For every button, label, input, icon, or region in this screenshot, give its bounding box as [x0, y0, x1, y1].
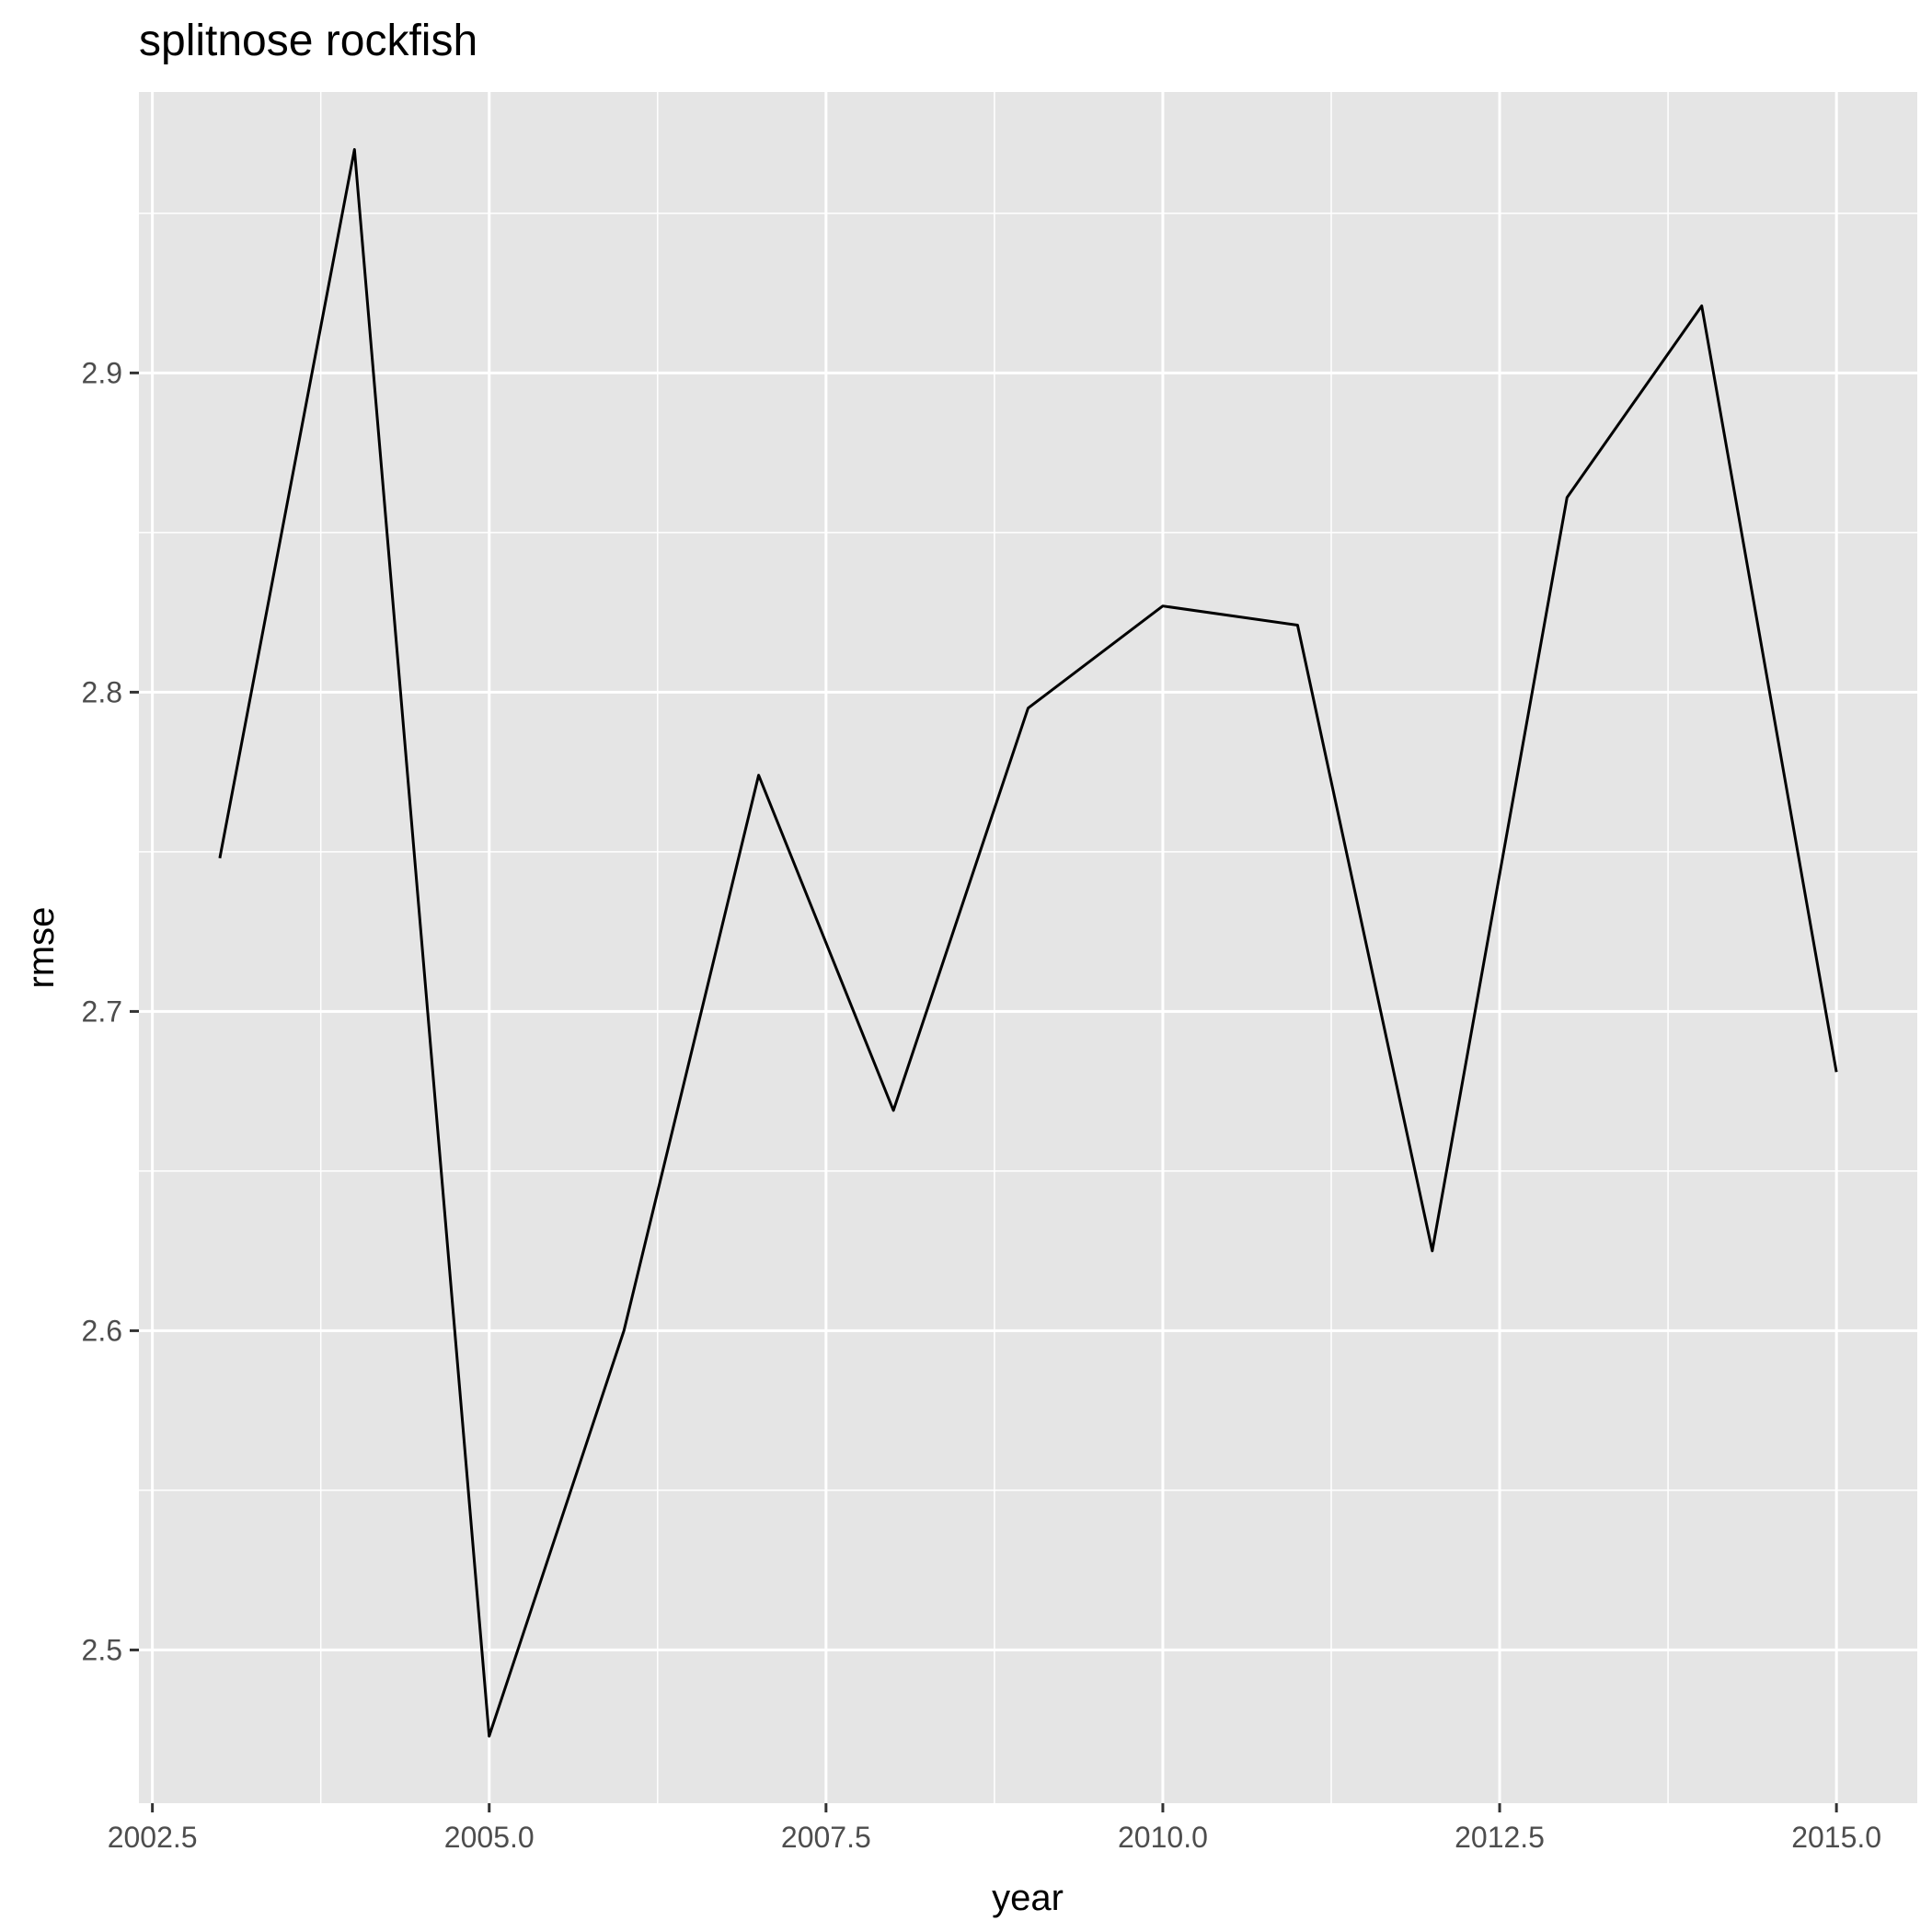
plot-panel: [139, 92, 1917, 1803]
x-tick-label: 2007.5: [781, 1821, 871, 1854]
x-tick-label: 2002.5: [108, 1821, 198, 1854]
y-tick-label: 2.5: [82, 1633, 122, 1666]
x-axis: 2002.5 2005.0 2007.5 2010.0 2012.5 2015.0: [108, 1803, 1881, 1854]
y-axis-title: rmse: [21, 907, 62, 989]
chart-title: splitnose rockfish: [139, 17, 477, 65]
major-gridlines: [139, 92, 1917, 1803]
y-tick-label: 2.7: [82, 995, 122, 1028]
series-layer: [218, 148, 1838, 1738]
minor-gridlines: [139, 92, 1917, 1803]
y-tick-label: 2.6: [82, 1314, 122, 1347]
x-tick-label: 2015.0: [1791, 1821, 1881, 1854]
series-line: [218, 148, 1838, 1738]
y-tick-label: 2.9: [82, 356, 122, 389]
x-tick-label: 2005.0: [444, 1821, 535, 1854]
x-tick-label: 2012.5: [1455, 1821, 1545, 1854]
x-axis-title: year: [992, 1878, 1064, 1918]
x-tick-label: 2010.0: [1118, 1821, 1208, 1854]
y-axis: 2.5 2.6 2.7 2.8 2.9: [82, 356, 139, 1666]
y-tick-label: 2.8: [82, 675, 122, 708]
